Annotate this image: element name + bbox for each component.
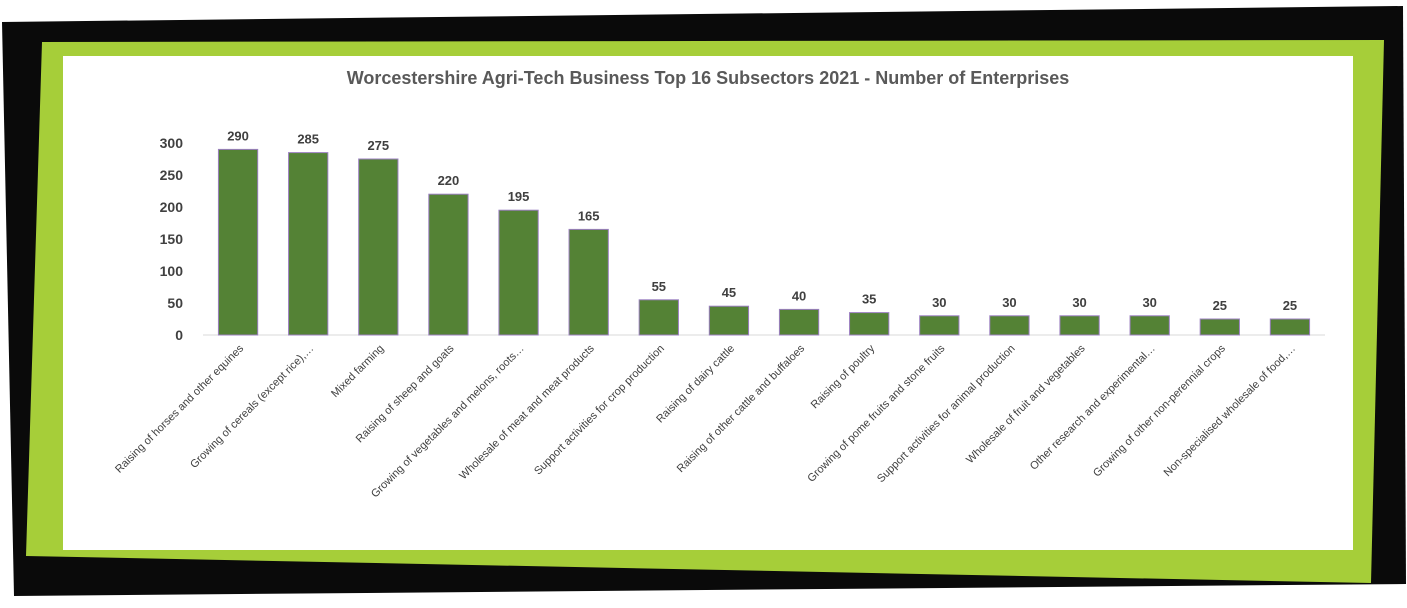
bar	[1269, 318, 1311, 336]
y-tick-label: 200	[160, 199, 184, 215]
bar	[1129, 315, 1170, 336]
category-label: Support activities for animal production	[875, 343, 1018, 486]
bar	[1199, 318, 1240, 336]
category-label: Growing of cereals (except rice),…	[188, 343, 316, 471]
category-label: Support activities for crop production	[532, 343, 667, 478]
data-label: 220	[438, 173, 460, 188]
y-tick-label: 50	[167, 295, 183, 311]
bar	[217, 148, 259, 336]
bar	[638, 299, 679, 336]
bar	[1059, 315, 1100, 336]
data-label: 25	[1213, 298, 1227, 313]
data-label: 45	[722, 285, 736, 300]
y-tick-label: 250	[160, 167, 184, 183]
data-label: 30	[1072, 295, 1086, 310]
data-label: 30	[1002, 295, 1016, 310]
data-label: 40	[792, 288, 806, 303]
x-axis-labels: Raising of horses and other equinesGrowi…	[113, 342, 1298, 500]
bar	[428, 193, 469, 336]
data-label: 55	[652, 279, 666, 294]
y-tick-label: 150	[160, 231, 184, 247]
data-label: 285	[297, 132, 319, 147]
y-tick-label: 100	[160, 263, 184, 279]
data-label: 290	[227, 128, 249, 143]
bar	[288, 152, 329, 336]
category-label: Raising of poultry	[809, 342, 878, 411]
category-label: Growing of vegetables and melons, roots…	[369, 343, 527, 501]
data-label: 165	[578, 208, 600, 223]
data-label: 30	[932, 295, 946, 310]
bar	[989, 315, 1030, 336]
data-labels: 290 285 275 220 195 165 55 45 40 35 30 30 30 30 25 25	[227, 128, 1297, 313]
category-label: Growing of other non-perennial crops	[1091, 342, 1228, 479]
category-label: Other research and experimental…	[1028, 343, 1158, 473]
bar	[568, 228, 609, 336]
category-label: Mixed farming	[329, 343, 386, 400]
data-label: 25	[1283, 298, 1297, 313]
bar	[919, 315, 960, 336]
category-label: Growing of pome fruits and stone fruits	[805, 342, 947, 484]
category-label: Raising of horses and other equines	[113, 342, 246, 475]
data-label: 30	[1142, 295, 1156, 310]
bars	[217, 148, 1311, 336]
category-label: Non-specialised wholesale of food,…	[1162, 343, 1298, 479]
category-label: Raising of dairy cattle	[654, 343, 737, 426]
data-label: 195	[508, 189, 530, 204]
bar	[708, 305, 750, 336]
chart-title: Worcestershire Agri-Tech Business Top 16…	[347, 68, 1070, 88]
y-tick-label: 300	[160, 135, 184, 151]
category-label: Wholesale of fruit and vegetables	[964, 342, 1088, 466]
data-label: 35	[862, 292, 876, 307]
bar	[778, 308, 820, 336]
data-label: 275	[367, 138, 389, 153]
category-label: Wholesale of meat and meat products	[457, 342, 597, 482]
chart-panel: Worcestershire Agri-Tech Business Top 16…	[63, 56, 1353, 550]
category-label: Raising of other cattle and buffaloes	[675, 342, 808, 475]
bar	[849, 312, 890, 336]
y-tick-label: 0	[175, 327, 183, 343]
bar-chart: Worcestershire Agri-Tech Business Top 16…	[113, 68, 1325, 500]
bar	[358, 158, 399, 336]
bar	[498, 209, 539, 336]
